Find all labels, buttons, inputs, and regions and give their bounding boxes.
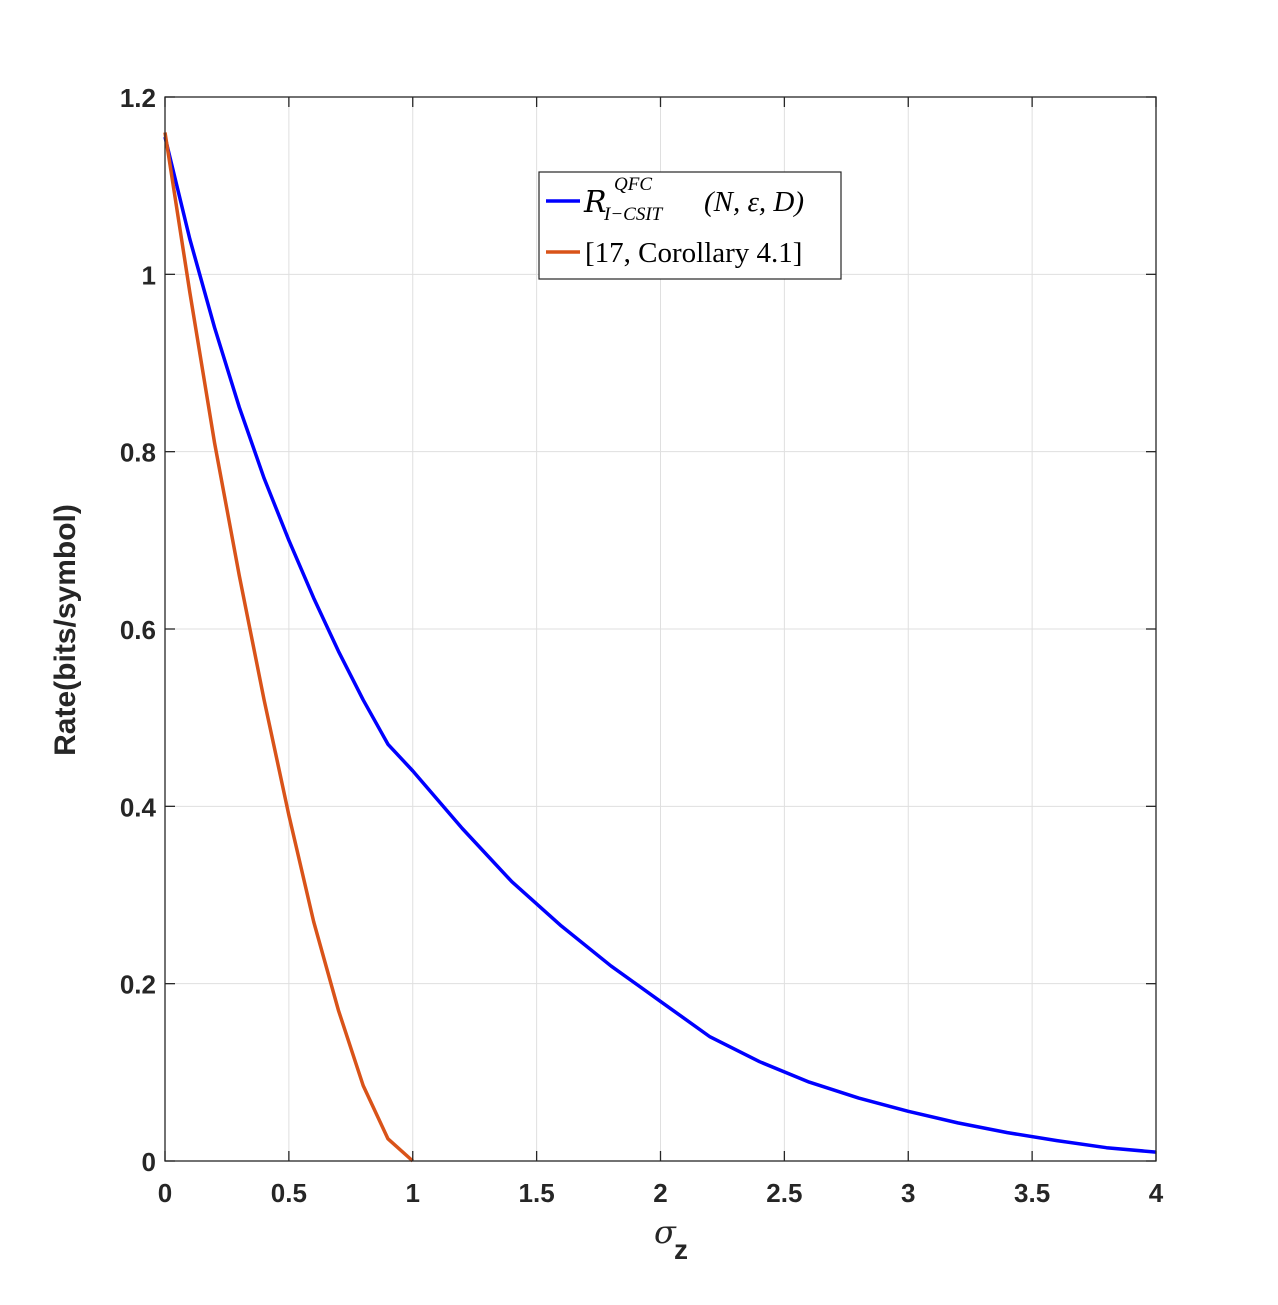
x-axis-label-symbol: σ (654, 1213, 677, 1251)
x-tick-labels: 0 0.5 1 1.5 2 2.5 3 3.5 4 (158, 1178, 1164, 1208)
y-tick-label: 0.6 (120, 615, 156, 645)
y-tick-label: 0.4 (120, 792, 157, 822)
x-tick-label: 4 (1149, 1178, 1164, 1208)
y-tick-label: 0.2 (120, 970, 156, 1000)
x-axis-label-subscript: z (674, 1234, 688, 1265)
y-axis-label: Rate(bits/symbol) (49, 504, 82, 756)
x-tick-label: 3 (901, 1178, 915, 1208)
x-axis-label: σ z (654, 1213, 688, 1265)
legend-label-series-2: [17, Corollary 4.1] (585, 237, 802, 269)
x-tick-label: 1 (406, 1178, 420, 1208)
series-line-2 (163, 132, 414, 1163)
y-tick-label: 1 (142, 260, 156, 290)
series-line-1 (163, 136, 1157, 1154)
series-layer (163, 132, 1157, 1163)
legend-label-series-1-script: R (583, 185, 607, 220)
legend-label-series-1-sub: I−CSIT (603, 204, 664, 225)
legend-box (538, 171, 842, 280)
x-tick-label: 2.5 (766, 1178, 802, 1208)
legend-label-series-1-args: (N, ε, D) (704, 186, 804, 218)
tick-marks (164, 96, 1157, 1162)
y-tick-label: 1.2 (120, 83, 156, 113)
x-tick-label: 0.5 (271, 1178, 307, 1208)
x-tick-label: 0 (158, 1178, 172, 1208)
x-tick-label: 3.5 (1014, 1178, 1050, 1208)
y-tick-labels: 0 0.2 0.4 0.6 0.8 1 1.2 (120, 83, 157, 1177)
legend: R QFC I−CSIT (N, ε, D) [17, Corollary 4.… (538, 171, 842, 280)
y-tick-label: 0 (142, 1147, 156, 1177)
y-tick-label: 0.8 (120, 438, 156, 468)
x-tick-label: 1.5 (519, 1178, 555, 1208)
legend-label-series-1-sup: QFC (614, 174, 652, 195)
x-tick-label: 2 (653, 1178, 667, 1208)
